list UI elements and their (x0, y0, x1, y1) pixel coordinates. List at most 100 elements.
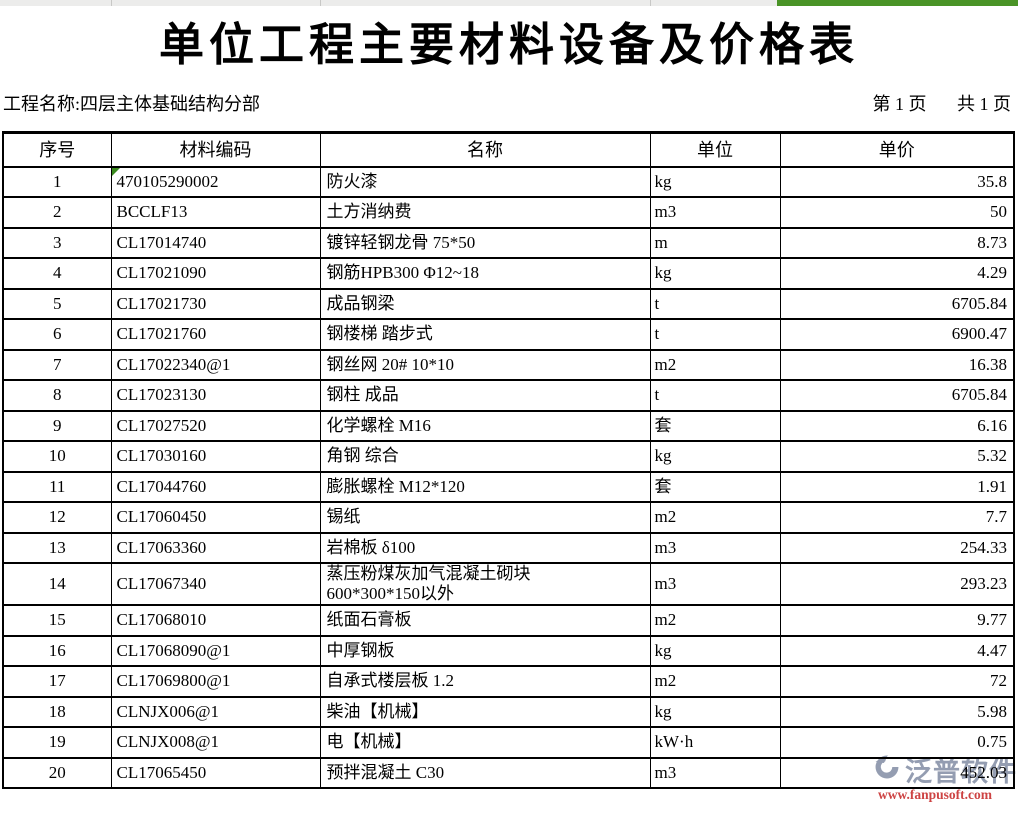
cell-unit[interactable]: 套 (649, 410, 781, 442)
cell-name[interactable]: 岩棉板 δ100 (319, 532, 651, 564)
cell-price[interactable]: 0.75 (779, 726, 1015, 759)
cell-price[interactable]: 16.38 (779, 349, 1015, 381)
cell-name[interactable]: 土方消纳费 (319, 196, 651, 229)
cell-code[interactable]: CL17068090@1 (110, 635, 321, 667)
cell-code[interactable]: CL17067340 (110, 562, 321, 606)
cell-name[interactable]: 钢丝网 20# 10*10 (319, 349, 651, 381)
cell-code[interactable]: CL17060450 (110, 501, 321, 534)
cell-code[interactable]: CL17063360 (110, 532, 321, 564)
cell-name[interactable]: 防火漆 (319, 166, 651, 198)
cell-name[interactable]: 化学螺栓 M16 (319, 410, 651, 442)
cell-unit[interactable]: m2 (649, 349, 781, 381)
cell-code[interactable]: CL17065450 (110, 757, 321, 789)
cell-price[interactable]: 4.47 (779, 635, 1015, 667)
cell-code[interactable]: CL17014740 (110, 227, 321, 259)
cell-unit[interactable]: m2 (649, 665, 781, 698)
cell-seq[interactable]: 17 (2, 665, 112, 698)
cell-name[interactable]: 蒸压粉煤灰加气混凝土砌块 600*300*150以外 (319, 562, 651, 606)
cell-unit[interactable]: m3 (649, 562, 781, 606)
cell-price[interactable]: 50 (779, 196, 1015, 229)
cell-name[interactable]: 镀锌轻钢龙骨 75*50 (319, 227, 651, 259)
cell-name[interactable]: 自承式楼层板 1.2 (319, 665, 651, 698)
cell-unit[interactable]: m3 (649, 757, 781, 789)
cell-seq[interactable]: 15 (2, 604, 112, 637)
cell-price[interactable]: 6900.47 (779, 318, 1015, 351)
cell-seq[interactable]: 13 (2, 532, 112, 564)
cell-code[interactable]: CLNJX006@1 (110, 696, 321, 728)
cell-unit[interactable]: kg (649, 440, 781, 473)
cell-unit[interactable]: t (649, 379, 781, 412)
cell-seq[interactable]: 20 (2, 757, 112, 789)
cell-name[interactable]: 钢楼梯 踏步式 (319, 318, 651, 351)
cell-seq[interactable]: 14 (2, 562, 112, 606)
cell-name[interactable]: 膨胀螺栓 M12*120 (319, 471, 651, 503)
cell-seq[interactable]: 3 (2, 227, 112, 259)
cell-price[interactable]: 5.98 (779, 696, 1015, 728)
cell-name[interactable]: 钢筋HPB300 Φ12~18 (319, 257, 651, 290)
cell-unit[interactable]: kg (649, 635, 781, 667)
cell-code[interactable]: CL17021760 (110, 318, 321, 351)
cell-seq[interactable]: 4 (2, 257, 112, 290)
cell-price[interactable]: 5.32 (779, 440, 1015, 473)
cell-code[interactable]: CL17021730 (110, 288, 321, 320)
cell-price[interactable]: 6705.84 (779, 379, 1015, 412)
cell-code[interactable]: CL17022340@1 (110, 349, 321, 381)
cell-unit[interactable]: m (649, 227, 781, 259)
cell-seq[interactable]: 18 (2, 696, 112, 728)
cell-code[interactable]: CLNJX008@1 (110, 726, 321, 759)
cell-seq[interactable]: 5 (2, 288, 112, 320)
cell-price[interactable]: 6705.84 (779, 288, 1015, 320)
cell-unit[interactable]: kW·h (649, 726, 781, 759)
cell-unit[interactable]: t (649, 288, 781, 320)
cell-seq[interactable]: 6 (2, 318, 112, 351)
cell-name[interactable]: 电【机械】 (319, 726, 651, 759)
cell-price[interactable]: 8.73 (779, 227, 1015, 259)
cell-code[interactable]: CL17069800@1 (110, 665, 321, 698)
cell-name[interactable]: 纸面石膏板 (319, 604, 651, 637)
cell-seq[interactable]: 19 (2, 726, 112, 759)
cell-unit[interactable]: m3 (649, 196, 781, 229)
cell-unit[interactable]: kg (649, 257, 781, 290)
cell-price[interactable]: 1.91 (779, 471, 1015, 503)
cell-code[interactable]: CL17027520 (110, 410, 321, 442)
cell-price[interactable]: 6.16 (779, 410, 1015, 442)
cell-seq[interactable]: 9 (2, 410, 112, 442)
cell-seq[interactable]: 1 (2, 166, 112, 198)
cell-unit[interactable]: m3 (649, 532, 781, 564)
cell-seq[interactable]: 12 (2, 501, 112, 534)
cell-unit[interactable]: kg (649, 696, 781, 728)
cell-name[interactable]: 柴油【机械】 (319, 696, 651, 728)
cell-price[interactable]: 7.7 (779, 501, 1015, 534)
cell-code[interactable]: CL17023130 (110, 379, 321, 412)
cell-price[interactable]: 4.29 (779, 257, 1015, 290)
cell-name[interactable]: 角钢 综合 (319, 440, 651, 473)
cell-code[interactable]: CL17030160 (110, 440, 321, 473)
cell-price[interactable]: 293.23 (779, 562, 1015, 606)
cell-seq[interactable]: 16 (2, 635, 112, 667)
cell-unit[interactable]: m2 (649, 604, 781, 637)
cell-seq[interactable]: 10 (2, 440, 112, 473)
cell-code[interactable]: CL17068010 (110, 604, 321, 637)
cell-price[interactable]: 72 (779, 665, 1015, 698)
cell-unit[interactable]: kg (649, 166, 781, 198)
cell-seq[interactable]: 2 (2, 196, 112, 229)
cell-price[interactable]: 35.8 (779, 166, 1015, 198)
cell-name[interactable]: 中厚钢板 (319, 635, 651, 667)
cell-name[interactable]: 预拌混凝土 C30 (319, 757, 651, 789)
cell-seq[interactable]: 7 (2, 349, 112, 381)
cell-price[interactable]: 254.33 (779, 532, 1015, 564)
cell-unit[interactable]: 套 (649, 471, 781, 503)
cell-code[interactable]: CL17021090 (110, 257, 321, 290)
cell-name[interactable]: 钢柱 成品 (319, 379, 651, 412)
cell-name[interactable]: 锡纸 (319, 501, 651, 534)
cell-price[interactable]: 9.77 (779, 604, 1015, 637)
cell-name[interactable]: 成品钢梁 (319, 288, 651, 320)
cell-unit[interactable]: t (649, 318, 781, 351)
cell-unit[interactable]: m2 (649, 501, 781, 534)
cell-code[interactable]: 470105290002 (110, 166, 321, 198)
cell-code[interactable]: CL17044760 (110, 471, 321, 503)
cell-seq[interactable]: 8 (2, 379, 112, 412)
cell-price[interactable]: 452.03 (779, 757, 1015, 789)
cell-seq[interactable]: 11 (2, 471, 112, 503)
cell-code[interactable]: BCCLF13 (110, 196, 321, 229)
